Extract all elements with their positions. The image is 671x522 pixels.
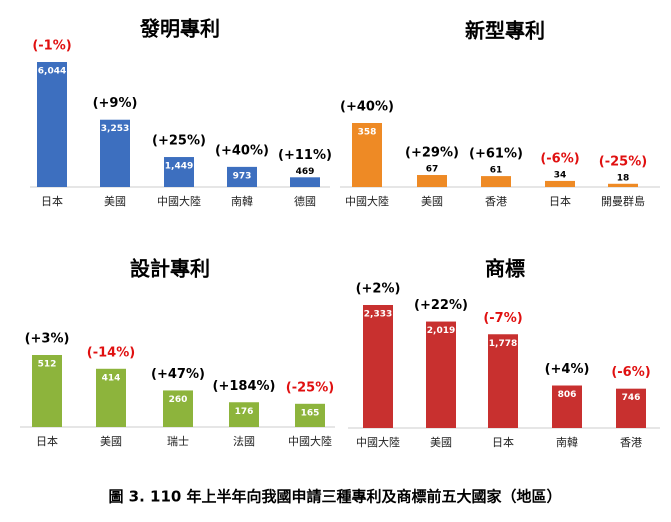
value-label: 2,019 <box>427 326 455 336</box>
bar <box>552 385 582 428</box>
x-tick-label: 日本 <box>41 194 63 208</box>
change-label: (+2%) <box>356 282 401 297</box>
bar <box>608 183 638 187</box>
value-label: 469 <box>296 167 315 177</box>
change-label: (+3%) <box>25 332 70 347</box>
bar <box>96 368 126 427</box>
chart-title: 新型專利 <box>465 19 545 43</box>
caption: 圖 3. 110 年上半年向我國申請三種專利及商標前五大國家（地區） <box>108 488 561 506</box>
change-label: (+25%) <box>152 134 206 149</box>
bar <box>352 123 382 187</box>
bar <box>417 175 447 187</box>
x-tick-label: 香港 <box>485 195 507 208</box>
bar <box>426 321 456 428</box>
x-tick-label: 德國 <box>294 194 316 208</box>
value-label: 3,253 <box>101 124 129 134</box>
x-tick-label: 日本 <box>36 434 58 448</box>
chart-title: 商標 <box>485 257 525 281</box>
x-tick-label: 法國 <box>233 434 255 448</box>
change-label: (-7%) <box>483 311 522 326</box>
value-label: 973 <box>233 171 252 181</box>
change-label: (+4%) <box>545 362 590 377</box>
x-tick-label: 美國 <box>104 195 126 208</box>
value-label: 165 <box>301 408 320 418</box>
change-label: (+184%) <box>213 379 276 394</box>
x-tick-label: 日本 <box>549 194 571 208</box>
value-label: 512 <box>38 360 57 370</box>
value-label: 1,778 <box>489 339 517 349</box>
value-label: 1,449 <box>165 162 193 172</box>
value-label: 61 <box>490 166 503 176</box>
x-tick-label: 中國大陸 <box>356 435 400 449</box>
change-label: (-1%) <box>32 39 71 54</box>
bar <box>545 180 575 187</box>
value-label: 6,044 <box>38 67 66 77</box>
bar <box>164 157 194 187</box>
x-tick-label: 中國大陸 <box>345 194 389 208</box>
value-label: 67 <box>426 165 439 175</box>
change-label: (+47%) <box>151 367 205 382</box>
value-label: 2,333 <box>364 310 392 320</box>
x-tick-label: 中國大陸 <box>157 194 201 208</box>
value-label: 806 <box>558 390 577 400</box>
value-label: 18 <box>617 173 630 183</box>
bar <box>481 176 511 187</box>
x-tick-label: 南韓 <box>556 436 578 449</box>
change-label: (-25%) <box>286 380 334 395</box>
value-label: 260 <box>169 395 188 405</box>
value-label: 358 <box>358 128 377 138</box>
bar <box>37 62 67 187</box>
bar <box>163 390 193 427</box>
x-tick-label: 開曼群島 <box>601 194 645 208</box>
change-label: (+61%) <box>469 147 523 162</box>
bar <box>295 403 325 427</box>
x-tick-label: 美國 <box>430 436 452 449</box>
bar <box>363 305 393 428</box>
x-tick-label: 日本 <box>492 435 514 449</box>
change-label: (+40%) <box>215 143 269 158</box>
bar <box>227 166 257 187</box>
bar <box>488 334 518 428</box>
x-tick-label: 瑞士 <box>167 434 189 448</box>
value-label: 746 <box>622 393 641 403</box>
change-label: (-25%) <box>599 154 647 169</box>
x-tick-label: 美國 <box>100 435 122 448</box>
bar <box>616 388 646 428</box>
x-tick-label: 南韓 <box>231 195 253 208</box>
chart-title: 發明專利 <box>139 17 220 41</box>
bar <box>290 177 320 187</box>
change-label: (+9%) <box>93 96 138 111</box>
change-label: (-14%) <box>87 345 135 360</box>
value-label: 176 <box>235 407 254 417</box>
bar <box>32 355 62 427</box>
chart-title: 設計專利 <box>130 257 210 281</box>
change-label: (+11%) <box>278 148 332 163</box>
change-label: (-6%) <box>611 365 650 380</box>
change-label: (+29%) <box>405 146 459 161</box>
x-tick-label: 香港 <box>620 436 642 449</box>
change-label: (+22%) <box>414 298 468 313</box>
value-label: 414 <box>102 373 121 383</box>
bar <box>229 402 259 427</box>
x-tick-label: 美國 <box>421 195 443 208</box>
change-label: (+40%) <box>340 100 394 115</box>
x-tick-label: 中國大陸 <box>288 434 332 448</box>
change-label: (-6%) <box>540 151 579 166</box>
bar <box>100 119 130 187</box>
value-label: 34 <box>554 170 567 180</box>
